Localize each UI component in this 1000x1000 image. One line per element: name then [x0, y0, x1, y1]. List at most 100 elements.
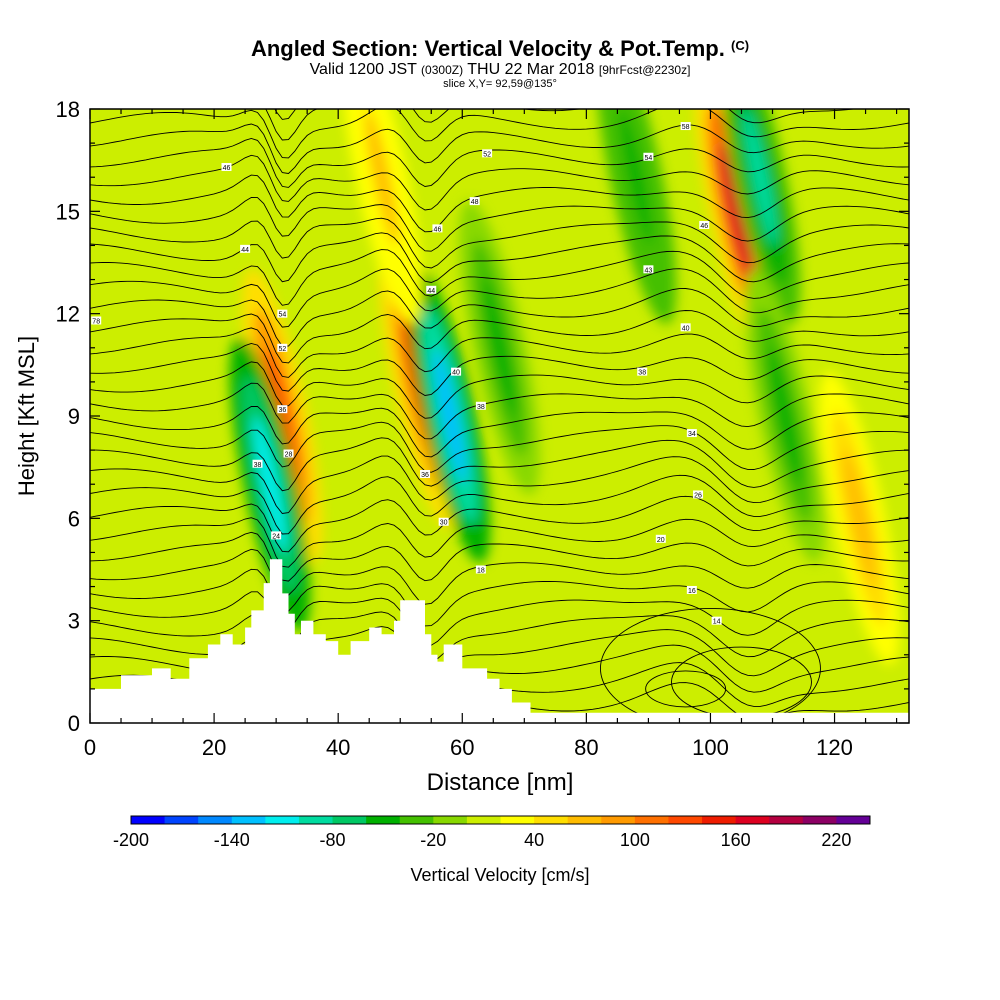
contour-label: 36: [421, 472, 429, 479]
contour-label-box: [637, 367, 648, 376]
theta-contour-closed: [645, 670, 727, 708]
theta-contour: [90, 174, 909, 233]
theta-contour: [90, 455, 909, 514]
contour-label-box: [91, 316, 102, 325]
contour-label: 46: [700, 223, 708, 230]
contour-label: 14: [713, 619, 721, 626]
contour-label-box: [711, 616, 722, 625]
contour-label-box: [686, 429, 697, 438]
colorbar-swatch: [198, 816, 233, 824]
forecast-info: [9hrFcst@2230z]: [598, 63, 691, 77]
colorbar-swatch: [164, 816, 199, 824]
contour-label: 34: [688, 431, 696, 438]
terrain: [90, 559, 909, 723]
contour-labels: 46 44 78 54 52 36 38 28 24 52 48 46 44 40 38 36 30 18 58 54…: [91, 122, 722, 626]
slice-info: slice X,Y= 92,59@135°: [443, 78, 557, 90]
valid-time: Valid 1200 JST: [309, 61, 417, 78]
contour-label: 28: [285, 452, 293, 459]
colorbar-swatch: [298, 816, 334, 824]
contour-label: 44: [241, 247, 249, 254]
contour-label: 30: [440, 520, 448, 527]
contour-label-box: [451, 367, 462, 376]
colorbar-tick-label: 40: [524, 830, 544, 850]
contour-label: 46: [434, 226, 442, 233]
colorbar-tick-label: 100: [620, 830, 650, 850]
theta-contour: [90, 249, 909, 306]
valid-zulu: (0300Z): [421, 63, 464, 77]
theta-contour: [90, 548, 909, 605]
terrain-fill: [90, 559, 909, 723]
theta-contour: [90, 343, 909, 396]
contour-label-box: [432, 224, 443, 233]
theta-contour: [90, 591, 909, 646]
contour-label-box: [475, 401, 486, 410]
theta-contour: [90, 382, 909, 440]
contour-label: 44: [427, 288, 435, 295]
theta-contour: [90, 421, 909, 473]
colorbar-swatch: [366, 816, 401, 824]
colorbar-swatch: [634, 816, 669, 824]
contour-label: 18: [477, 568, 485, 575]
contour-label-box: [469, 197, 480, 206]
contour-label-box: [438, 517, 449, 526]
contour-label: 52: [483, 151, 491, 158]
x-axis-label: Distance [nm]: [427, 769, 574, 796]
y-tick-label: 6: [68, 506, 80, 531]
x-tick-label: 0: [84, 735, 96, 760]
contour-label: 46: [223, 165, 231, 172]
contour-label: 26: [694, 492, 702, 499]
theta-contour: [90, 138, 909, 188]
x-tick-label: 120: [816, 735, 853, 760]
colorbar-swatch: [567, 816, 602, 824]
theta-contour: [265, 109, 857, 141]
chart-subtitle: Valid 1200 JST (0300Z) THU 22 Mar 2018 […: [0, 61, 1000, 79]
theta-contour: [90, 517, 909, 568]
y-tick-label: 15: [56, 199, 80, 224]
velocity-cell-6-2: [619, 109, 653, 246]
contour-label: 40: [682, 325, 690, 332]
contour-label-box: [221, 162, 232, 171]
theta-contour: [90, 109, 909, 159]
theta-contour: [90, 232, 909, 283]
contour-label: 54: [645, 155, 653, 162]
theta-contour: [90, 268, 909, 328]
colorbar-frame: [130, 815, 871, 825]
x-tick-label: 60: [450, 735, 474, 760]
contour-label-box: [699, 220, 710, 229]
x-tick-label: 40: [326, 735, 350, 760]
theta-contour: [90, 474, 909, 535]
x-tick-label: 80: [574, 735, 598, 760]
theta-contour: [90, 405, 909, 458]
contour-label-box: [283, 449, 294, 458]
colorbar-tick-label: -20: [420, 830, 446, 850]
colorbar-tick-label: -140: [214, 830, 250, 850]
theta-contour: [90, 310, 909, 364]
theta-contour: [90, 495, 909, 553]
velocity-cell-3-2: [433, 347, 467, 485]
colorbar-swatch: [500, 816, 535, 824]
contour-label-box: [426, 285, 437, 294]
colorbar-swatch: [702, 816, 737, 824]
theta-contour: [90, 327, 909, 378]
colorbar-swatch: [332, 816, 367, 824]
contour-label-box: [680, 323, 691, 332]
x-tick-label: 100: [692, 735, 729, 760]
title-main: Angled Section: Vertical Velocity & Pot.…: [250, 36, 725, 61]
theta-contour: [90, 217, 909, 269]
colorbar: -200 -140 -80 -20 40 100 160 220: [113, 815, 871, 850]
contour-label-box: [420, 469, 431, 478]
contour-label-box: [240, 244, 251, 253]
contour-label: 36: [278, 407, 286, 414]
contour-label-box: [271, 531, 282, 540]
x-tick-label: 20: [202, 735, 226, 760]
contour-label-box: [482, 149, 493, 158]
contour-label: 58: [682, 124, 690, 131]
velocity-cell-1-2: [253, 415, 287, 553]
chart-title: Angled Section: Vertical Velocity & Pot.…: [0, 36, 1000, 62]
theta-contour: [90, 197, 909, 252]
contour-label-box: [643, 152, 654, 161]
theta-contour: [90, 288, 909, 347]
velocity-cell-9-2: [482, 279, 517, 417]
